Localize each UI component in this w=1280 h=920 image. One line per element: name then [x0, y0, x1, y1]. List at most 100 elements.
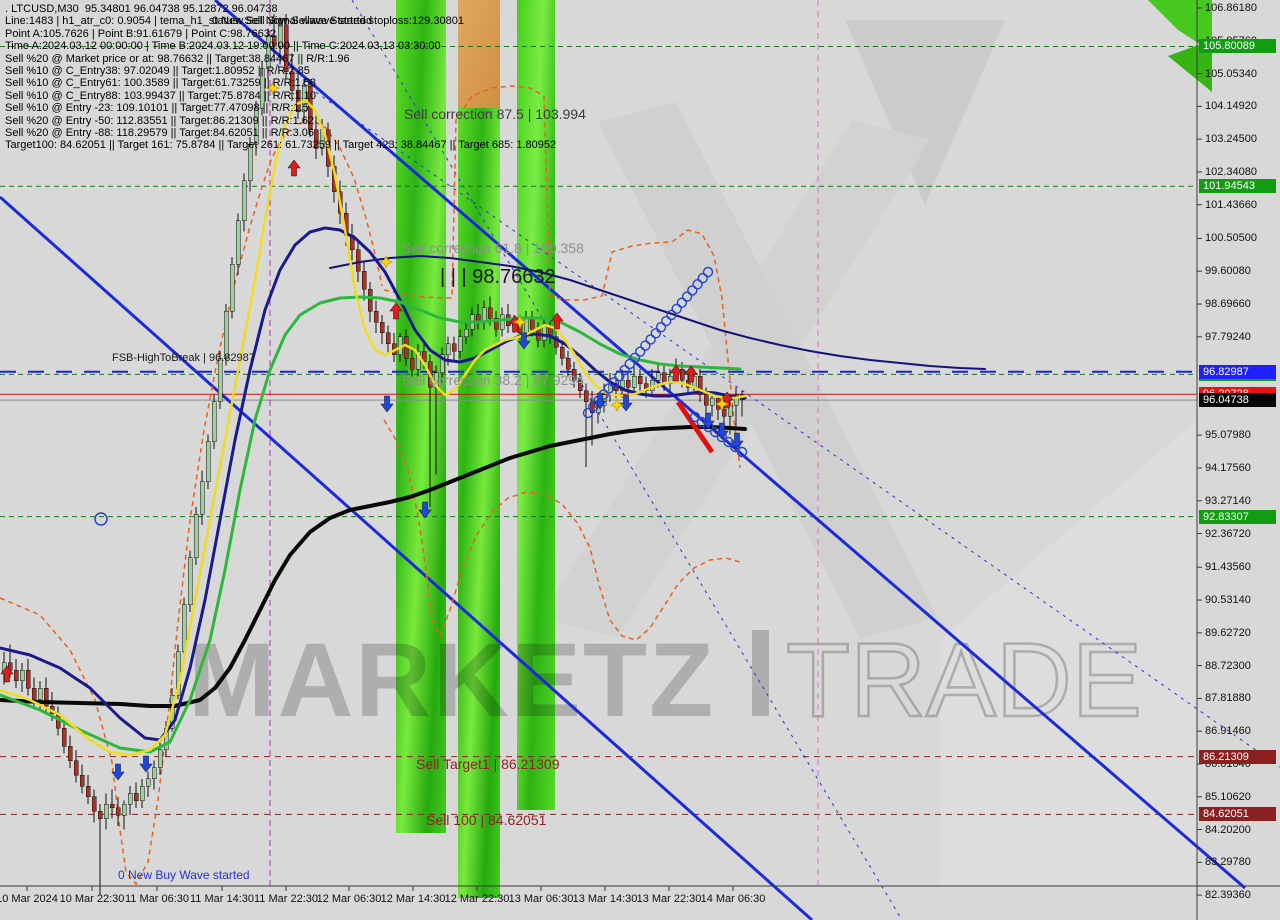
candle-body	[145, 778, 151, 787]
y-axis-label: 105.05340	[1205, 67, 1257, 80]
vertical-signal-band	[458, 0, 500, 108]
circle-chain-trendline[interactable]	[736, 446, 748, 458]
circle-chain-trendline[interactable]	[624, 358, 635, 370]
buy-arrow-icon	[111, 763, 125, 781]
circle-chain-trendline[interactable]	[588, 401, 599, 413]
candle-body	[463, 329, 469, 337]
chart-annotation: | | | 98.76632	[440, 266, 556, 288]
circle-chain-trendline[interactable]	[655, 321, 667, 333]
candle-body	[577, 379, 583, 392]
candle-body	[187, 557, 193, 606]
circle-chain-trendline[interactable]	[661, 315, 672, 327]
candle-body	[31, 687, 37, 700]
circle-chain-trendline[interactable]	[681, 291, 693, 302]
y-axis-label: 82.39360	[1205, 889, 1251, 902]
y-axis-label: 102.34080	[1205, 165, 1257, 178]
candle-body	[727, 405, 733, 417]
y-axis-label: 106.86180	[1205, 2, 1257, 14]
candle-body	[103, 803, 109, 819]
info-line: Sell %10 @ Entry -23: 109.10101 || Targe…	[5, 102, 309, 115]
circle-chain-trendline[interactable]	[676, 297, 688, 308]
circle-chain-trendline[interactable]	[687, 285, 698, 296]
circle-chain-trendline[interactable]	[608, 377, 620, 388]
x-axis-label: 12 Mar 14:30	[380, 893, 446, 905]
y-axis-label: 104.14920	[1205, 100, 1257, 113]
candle-body	[373, 310, 379, 323]
candle-body	[121, 803, 127, 816]
circle-chain-trendline[interactable]	[697, 272, 708, 284]
circle-chain-trendline[interactable]	[689, 411, 701, 423]
candle-body	[709, 397, 715, 406]
x-axis-label: 12 Mar 22:30	[444, 893, 510, 905]
candle-body	[439, 354, 445, 374]
candle-body	[61, 727, 67, 747]
candle-body	[217, 358, 223, 403]
trend-line[interactable]	[214, 0, 1246, 890]
circle-chain-trendline[interactable]	[582, 407, 594, 419]
trend-line[interactable]	[351, 0, 903, 920]
circle-chain-trendline[interactable]	[614, 371, 625, 382]
watermark-divider	[752, 630, 769, 716]
candle-body	[205, 441, 211, 482]
candle-body	[253, 107, 259, 145]
candle-body	[193, 513, 199, 558]
candle-body	[379, 321, 385, 334]
circle-chain-trendline[interactable]	[603, 383, 615, 394]
x-axis-label: 13 Mar 06:30	[508, 893, 574, 905]
circle-chain-trendline[interactable]	[650, 328, 662, 339]
candle-body	[541, 325, 547, 341]
y-axis-label: 90.53140	[1205, 594, 1251, 607]
info-line: Target100: 84.62051 || Target 161: 75.87…	[5, 139, 557, 152]
chart-annotation: Sell Target1 | 86.21309	[416, 756, 560, 772]
info-line: Sell %10 @ C_Entry88: 103.99437 || Targe…	[5, 89, 317, 102]
circle-chain-trendline[interactable]	[645, 334, 656, 345]
y-axis-label: 87.81880	[1205, 692, 1251, 705]
trend-line[interactable]	[0, 195, 813, 920]
circle-chain-trendline[interactable]	[666, 309, 677, 321]
envelope-line	[383, 85, 741, 469]
circle-chain-trendline[interactable]	[640, 340, 651, 351]
y-axis-label: 93.27140	[1205, 494, 1251, 507]
candle-body	[529, 318, 535, 330]
chart-annotation: 0 New Buy Wave started	[118, 868, 250, 882]
info-line: Sell %10 @ C_Entry61: 100.3589 || Target…	[5, 77, 317, 90]
chart-annotation: Sell correction 38.2 | 97.9294	[402, 372, 584, 388]
orange-envelope-lines	[0, 85, 741, 886]
candle-body	[631, 376, 637, 388]
star-marker-icon	[378, 254, 394, 270]
price-level-badge: 86.21309	[1199, 749, 1276, 764]
info-line: Line:1483 | h1_atr_c0: 0.9054 | tema_h1_…	[5, 15, 373, 28]
candle-body	[553, 336, 559, 348]
chart-objects[interactable]	[0, 80, 748, 781]
signal-overlay-text: 0 New Sell Signal wave Started stoploss:…	[212, 15, 464, 27]
signal-zone-bands	[396, 0, 1212, 898]
price-level-badge: 92.83307	[1199, 509, 1276, 524]
sell-arrow-icon	[684, 365, 698, 383]
anchor-circle-icon[interactable]	[94, 512, 108, 526]
trend-line[interactable]	[269, 59, 1280, 768]
price-level-badge: 96.04738	[1199, 393, 1276, 408]
circle-chain-trendline[interactable]	[671, 303, 682, 314]
navy-mid-ma	[0, 226, 747, 742]
info-line: Sell %20 @ Entry -88: 118.29579 || Targe…	[5, 127, 314, 140]
circle-chain-trendline[interactable]	[634, 346, 646, 357]
buy-arrow-icon	[619, 394, 633, 412]
y-axis-label: 95.07980	[1205, 429, 1251, 442]
circle-chain-trendline[interactable]	[692, 279, 703, 290]
buy-arrow-icon	[418, 501, 432, 519]
candle-body	[133, 793, 139, 801]
circle-chain-trendline[interactable]	[702, 266, 714, 278]
candle-body	[277, 24, 283, 47]
green-ma	[0, 295, 742, 754]
y-axis-label: 85.10620	[1205, 790, 1251, 803]
candle-body	[235, 220, 241, 265]
circle-chain-trendline[interactable]	[629, 352, 641, 364]
circle-chain-trendline[interactable]	[619, 364, 630, 376]
candle-body	[679, 368, 685, 381]
red-trend-segment[interactable]	[675, 400, 715, 454]
candle-body	[457, 336, 463, 352]
y-axis-label: 84.20200	[1205, 823, 1251, 836]
y-axis-label: 86.91460	[1205, 725, 1251, 738]
